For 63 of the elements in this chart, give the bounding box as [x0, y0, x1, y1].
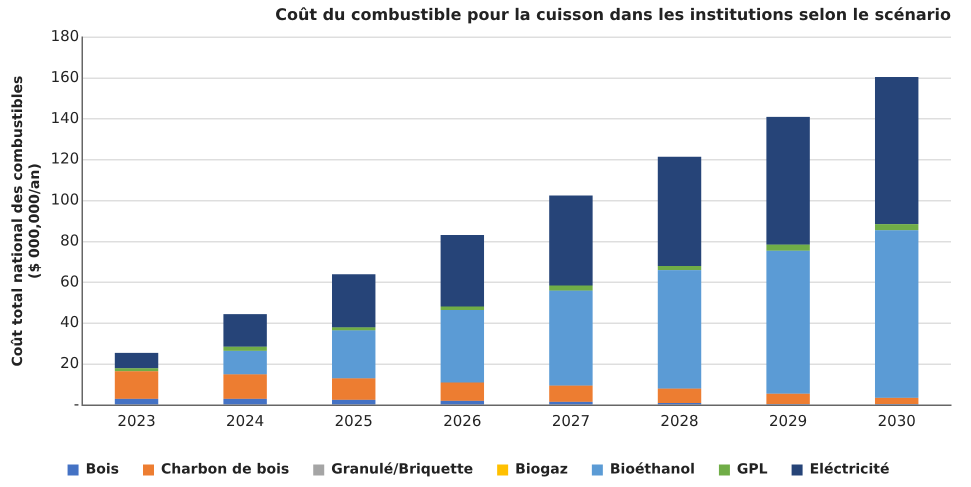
bar: [332, 378, 376, 400]
bar: [766, 116, 810, 245]
x-tick-label: 2027: [552, 412, 590, 430]
bar: [223, 374, 267, 399]
bar: [549, 290, 593, 386]
x-tick-label: 2025: [334, 412, 373, 430]
bar: [114, 368, 158, 372]
bar: [440, 234, 484, 307]
bar: [766, 244, 810, 251]
bar: [440, 382, 484, 401]
bar: [440, 306, 484, 310]
bar: [766, 394, 810, 404]
legend-label: Eléctricité: [810, 462, 890, 478]
bar: [874, 230, 918, 398]
legend-label: Biogaz: [515, 462, 568, 478]
bar: [440, 310, 484, 383]
x-tick-label: 2024: [226, 412, 264, 430]
legend-label: Granulé/Briquette: [331, 462, 474, 478]
bar: [223, 398, 267, 404]
y-tick-label: 100: [50, 190, 80, 209]
x-tick-label: 2023: [117, 412, 156, 430]
x-tick-label: 2028: [660, 412, 699, 430]
y-tick-label: 140: [50, 108, 80, 127]
bar: [114, 352, 158, 368]
bar: [874, 398, 918, 404]
y-tick-label: 180: [50, 27, 80, 46]
bar: [658, 270, 702, 389]
bar: [874, 77, 918, 224]
y-tick-label: 160: [50, 68, 80, 86]
bar: [114, 398, 158, 404]
bar: [874, 224, 918, 230]
bar: [223, 346, 267, 351]
y-tick-label: 40: [60, 313, 80, 332]
y-tick-label: 60: [60, 272, 80, 290]
bar: [658, 388, 702, 403]
bar: [658, 266, 702, 270]
y-tick-label: 20: [60, 354, 80, 372]
x-tick-label: 2029: [769, 412, 808, 430]
bar: [549, 386, 593, 402]
bar: [549, 402, 593, 404]
y-axis-title: Coût total national des combustibles ($ 000,000/an): [10, 76, 43, 367]
bar: [549, 285, 593, 291]
bar: [223, 350, 267, 374]
y-tick-label: 80: [60, 231, 80, 250]
bar: [332, 400, 376, 404]
x-tick-label: 2030: [878, 412, 916, 430]
legend-label: Charbon de bois: [160, 462, 290, 478]
bar: [332, 327, 376, 330]
y-tick-label: 120: [50, 150, 80, 168]
bar: [332, 274, 376, 328]
bar: [332, 330, 376, 378]
bar: [766, 250, 810, 394]
x-tick-label: 2026: [443, 412, 482, 430]
bar: [223, 314, 267, 347]
legend-label: Bois: [86, 462, 119, 478]
legend-label: GPL: [736, 462, 768, 478]
y-tick-label: -: [74, 394, 80, 413]
chart-title: Coût du combustible pour la cuisson dans les institutions selon le scénario: [275, 4, 952, 24]
bar: [549, 196, 593, 286]
bar: [658, 156, 702, 266]
bar: [440, 400, 484, 404]
bar: [114, 371, 158, 399]
legend-label: Bioéthanol: [610, 462, 695, 478]
